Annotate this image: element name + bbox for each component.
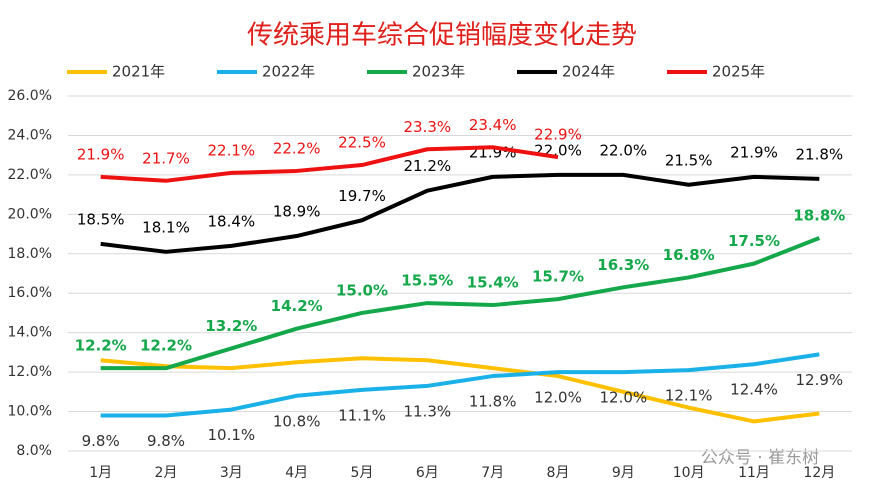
x-tick-label: 6月 bbox=[416, 465, 439, 481]
data-label: 18.9% bbox=[273, 203, 321, 221]
data-label: 22.9% bbox=[534, 126, 582, 144]
x-tick-label: 2月 bbox=[155, 465, 178, 481]
data-label: 12.0% bbox=[600, 389, 648, 407]
data-label: 15.0% bbox=[336, 281, 388, 299]
data-label: 16.8% bbox=[663, 246, 715, 264]
legend-label: 2021年 bbox=[112, 63, 165, 81]
data-label: 21.2% bbox=[404, 157, 452, 175]
data-label: 16.3% bbox=[597, 256, 649, 274]
data-label: 22.0% bbox=[600, 141, 648, 159]
y-tick-label: 20.0% bbox=[8, 206, 52, 222]
legend-label: 2023年 bbox=[412, 63, 465, 81]
data-label: 17.5% bbox=[728, 232, 780, 250]
data-label: 13.2% bbox=[205, 317, 257, 335]
data-label: 12.0% bbox=[534, 389, 582, 407]
series-line bbox=[100, 172, 820, 254]
data-label: 18.5% bbox=[77, 210, 125, 228]
data-label: 9.8% bbox=[147, 432, 185, 450]
data-label: 15.4% bbox=[467, 274, 519, 292]
watermark: 公众号 · 崔东树 bbox=[701, 448, 819, 468]
data-label: 21.9% bbox=[730, 143, 778, 161]
data-label: 11.1% bbox=[338, 406, 386, 424]
y-tick-label: 22.0% bbox=[8, 167, 52, 183]
data-label: 18.4% bbox=[208, 212, 256, 230]
y-tick-label: 10.0% bbox=[8, 404, 52, 420]
x-tick-label: 12月 bbox=[803, 465, 835, 481]
x-tick-label: 4月 bbox=[285, 465, 308, 481]
data-label: 10.1% bbox=[208, 426, 256, 444]
x-tick-label: 11月 bbox=[738, 465, 770, 481]
series-line bbox=[100, 145, 559, 183]
data-label: 12.2% bbox=[140, 337, 192, 355]
x-tick-label: 10月 bbox=[673, 465, 705, 481]
data-label: 12.2% bbox=[75, 337, 127, 355]
series-line bbox=[100, 356, 820, 424]
x-tick-label: 1月 bbox=[89, 465, 112, 481]
y-tick-label: 16.0% bbox=[8, 285, 52, 301]
data-label: 11.3% bbox=[404, 402, 452, 420]
x-tick-label: 8月 bbox=[547, 465, 570, 481]
data-label: 10.8% bbox=[273, 412, 321, 430]
y-tick-label: 12.0% bbox=[8, 364, 52, 380]
data-label: 15.7% bbox=[532, 268, 584, 286]
y-tick-label: 8.0% bbox=[16, 443, 52, 459]
y-tick-label: 14.0% bbox=[8, 325, 52, 341]
series-line bbox=[100, 236, 821, 371]
data-label: 11.8% bbox=[469, 393, 517, 411]
data-label: 23.3% bbox=[404, 118, 452, 136]
y-tick-label: 18.0% bbox=[8, 246, 52, 262]
x-tick-label: 7月 bbox=[481, 465, 504, 481]
data-label: 12.1% bbox=[665, 387, 713, 405]
data-label: 21.9% bbox=[77, 145, 125, 163]
data-label: 21.8% bbox=[796, 145, 844, 163]
data-label: 15.5% bbox=[401, 272, 453, 290]
legend-label: 2022年 bbox=[262, 63, 315, 81]
data-label: 18.1% bbox=[142, 218, 190, 236]
y-tick-label: 24.0% bbox=[8, 127, 52, 143]
legend-label: 2024年 bbox=[562, 63, 615, 81]
y-tick-label: 26.0% bbox=[8, 88, 52, 104]
x-tick-label: 3月 bbox=[220, 465, 243, 481]
data-label: 23.4% bbox=[469, 116, 517, 134]
data-label: 21.5% bbox=[665, 151, 713, 169]
data-label: 12.4% bbox=[730, 381, 778, 399]
data-label: 21.7% bbox=[142, 149, 190, 167]
data-label: 14.2% bbox=[271, 297, 323, 315]
x-tick-label: 5月 bbox=[351, 465, 374, 481]
data-label: 18.8% bbox=[793, 207, 845, 225]
data-label: 22.5% bbox=[338, 134, 386, 152]
data-label: 22.1% bbox=[208, 141, 256, 159]
legend-label: 2025年 bbox=[712, 63, 765, 81]
series-line bbox=[100, 352, 820, 418]
data-label: 12.9% bbox=[796, 371, 844, 389]
data-label: 9.8% bbox=[82, 432, 120, 450]
data-label: 22.2% bbox=[273, 139, 321, 157]
data-label: 19.7% bbox=[338, 187, 386, 205]
x-tick-label: 9月 bbox=[612, 465, 635, 481]
chart-title: 传统乘用车综合促销幅度变化走势 bbox=[247, 21, 637, 51]
